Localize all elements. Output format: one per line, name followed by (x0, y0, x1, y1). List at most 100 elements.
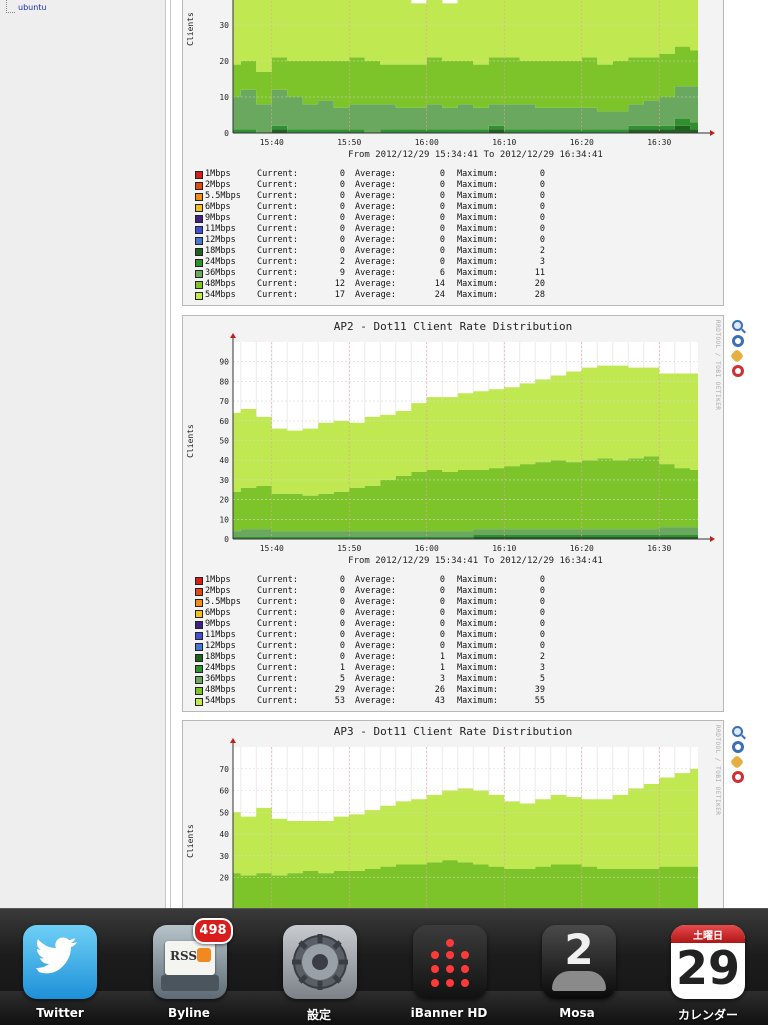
legend-swatch (195, 204, 203, 212)
byline-app-icon[interactable]: RSS (153, 925, 227, 999)
rate-distribution-chart: 0 10 20 30 15:40 15:50 16:00 16:10 16:20 16:30 Cli… (186, 0, 715, 160)
legend-maximum-label: Maximum: (457, 279, 498, 289)
calendar-date: 29 (675, 941, 740, 995)
legend-average-label: Average: (355, 641, 396, 651)
delete-icon[interactable] (732, 365, 744, 377)
legend-maximum-label: Maximum: (457, 202, 498, 212)
twitter-bird-icon (36, 937, 77, 974)
legend-swatch (195, 171, 203, 179)
legend-average-value: 0 (439, 630, 445, 640)
delete-icon[interactable] (732, 771, 744, 783)
legend-current-label: Current: (257, 663, 298, 673)
sidebar-link-ubuntu[interactable]: ubuntu (18, 3, 47, 12)
legend-maximum-value: 11 (534, 268, 545, 278)
edit-icon[interactable] (729, 754, 745, 770)
zoom-icon[interactable] (732, 320, 743, 331)
y-tick-label: 20 (219, 496, 229, 505)
legend-average-label: Average: (355, 268, 396, 278)
mosa-number: 2 (564, 925, 594, 974)
legend-current-label: Current: (257, 191, 298, 201)
legend-average-value: 0 (439, 235, 445, 245)
legend-maximum-label: Maximum: (457, 586, 498, 596)
legend-average-value: 0 (439, 641, 445, 651)
legend-rate: 5.5Mbps (205, 191, 241, 201)
legend-maximum-value: 0 (539, 202, 545, 212)
legend-current-label: Current: (257, 652, 298, 662)
legend-rate: 11Mbps (205, 224, 236, 234)
legend-average-label: Average: (355, 224, 396, 234)
legend-current-label: Current: (257, 608, 298, 618)
y-tick-label: 30 (219, 21, 229, 30)
settings-app-icon[interactable] (283, 925, 357, 999)
zoom-icon[interactable] (732, 726, 743, 737)
legend-swatch (195, 248, 203, 256)
legend-maximum-value: 0 (539, 224, 545, 234)
legend-maximum-value: 2 (539, 246, 545, 256)
time-range-label: From 2012/12/29 15:34:41 To 2012/12/29 1… (348, 556, 603, 566)
download-icon[interactable] (732, 335, 744, 347)
settings-app-label: 設定 (306, 1008, 331, 1022)
legend-rate: 5.5Mbps (205, 597, 241, 607)
legend-maximum-value: 20 (534, 279, 545, 289)
ios-dock: Twitter RSS 498 Byline 設定 (0, 908, 768, 1025)
y-tick-label: 0 (224, 535, 229, 544)
y-tick-label: 20 (219, 57, 229, 66)
legend-rate: 54Mbps (205, 696, 236, 706)
legend-rate: 36Mbps (205, 674, 236, 684)
legend-current-label: Current: (257, 180, 298, 190)
calendar-app-label: カレンダー (677, 1008, 738, 1022)
y-tick-label: 70 (219, 765, 229, 774)
legend-average-label: Average: (355, 619, 396, 629)
legend-current-value: 2 (339, 257, 345, 267)
legend-swatch (195, 621, 203, 629)
legend-current-value: 1 (339, 663, 345, 673)
legend-current-value: 53 (334, 696, 345, 706)
x-tick-label: 16:10 (492, 544, 516, 553)
edit-icon[interactable] (729, 348, 745, 364)
legend-maximum-value: 0 (539, 575, 545, 585)
legend-rate: 2Mbps (205, 586, 231, 596)
legend-current-label: Current: (257, 169, 298, 179)
legend-current-value: 0 (339, 575, 345, 585)
legend-current-value: 0 (339, 169, 345, 179)
legend-maximum-label: Maximum: (457, 180, 498, 190)
legend-average-label: Average: (355, 608, 396, 618)
legend-current-value: 0 (339, 619, 345, 629)
rate-distribution-chart: 20 30 40 50 60 70 Clients (186, 738, 715, 921)
x-tick-label: 16:20 (570, 138, 594, 147)
y-tick-label: 30 (219, 852, 229, 861)
legend-maximum-label: Maximum: (457, 268, 498, 278)
legend-maximum-label: Maximum: (457, 608, 498, 618)
y-axis-label: Clients (186, 12, 195, 46)
calendar-app-icon[interactable]: 土曜日 29 (671, 925, 745, 999)
legend-average-label: Average: (355, 586, 396, 596)
twitter-app-icon[interactable] (23, 925, 97, 999)
legend-average-label: Average: (355, 180, 396, 190)
legend-average-value: 0 (439, 597, 445, 607)
legend-current-label: Current: (257, 213, 298, 223)
legend-swatch (195, 643, 203, 651)
legend-current-value: 0 (339, 608, 345, 618)
y-tick-label: 50 (219, 437, 229, 446)
legend-average-value: 0 (439, 191, 445, 201)
legend-swatch (195, 193, 203, 201)
rss-card: RSS (165, 941, 215, 975)
legend-average-value: 0 (439, 246, 445, 256)
ibanner-app-label: iBanner HD (410, 1006, 488, 1020)
mosa-app-icon[interactable]: 2 (542, 925, 616, 999)
legend-current-value: 5 (339, 674, 345, 684)
legend-maximum-label: Maximum: (457, 575, 498, 585)
legend-maximum-label: Maximum: (457, 235, 498, 245)
ibanner-app-icon[interactable] (413, 925, 487, 999)
legend-rate: 24Mbps (205, 663, 236, 673)
legend-average-label: Average: (355, 674, 396, 684)
download-icon[interactable] (732, 741, 744, 753)
legend-maximum-label: Maximum: (457, 619, 498, 629)
byline-app-label: Byline (168, 1006, 210, 1020)
y-tick-label: 0 (224, 129, 229, 138)
legend-current-label: Current: (257, 575, 298, 585)
legend-average-label: Average: (355, 213, 396, 223)
legend-maximum-value: 55 (534, 696, 545, 706)
y-tick-label: 60 (219, 787, 229, 796)
dock-shelf (0, 991, 768, 1025)
